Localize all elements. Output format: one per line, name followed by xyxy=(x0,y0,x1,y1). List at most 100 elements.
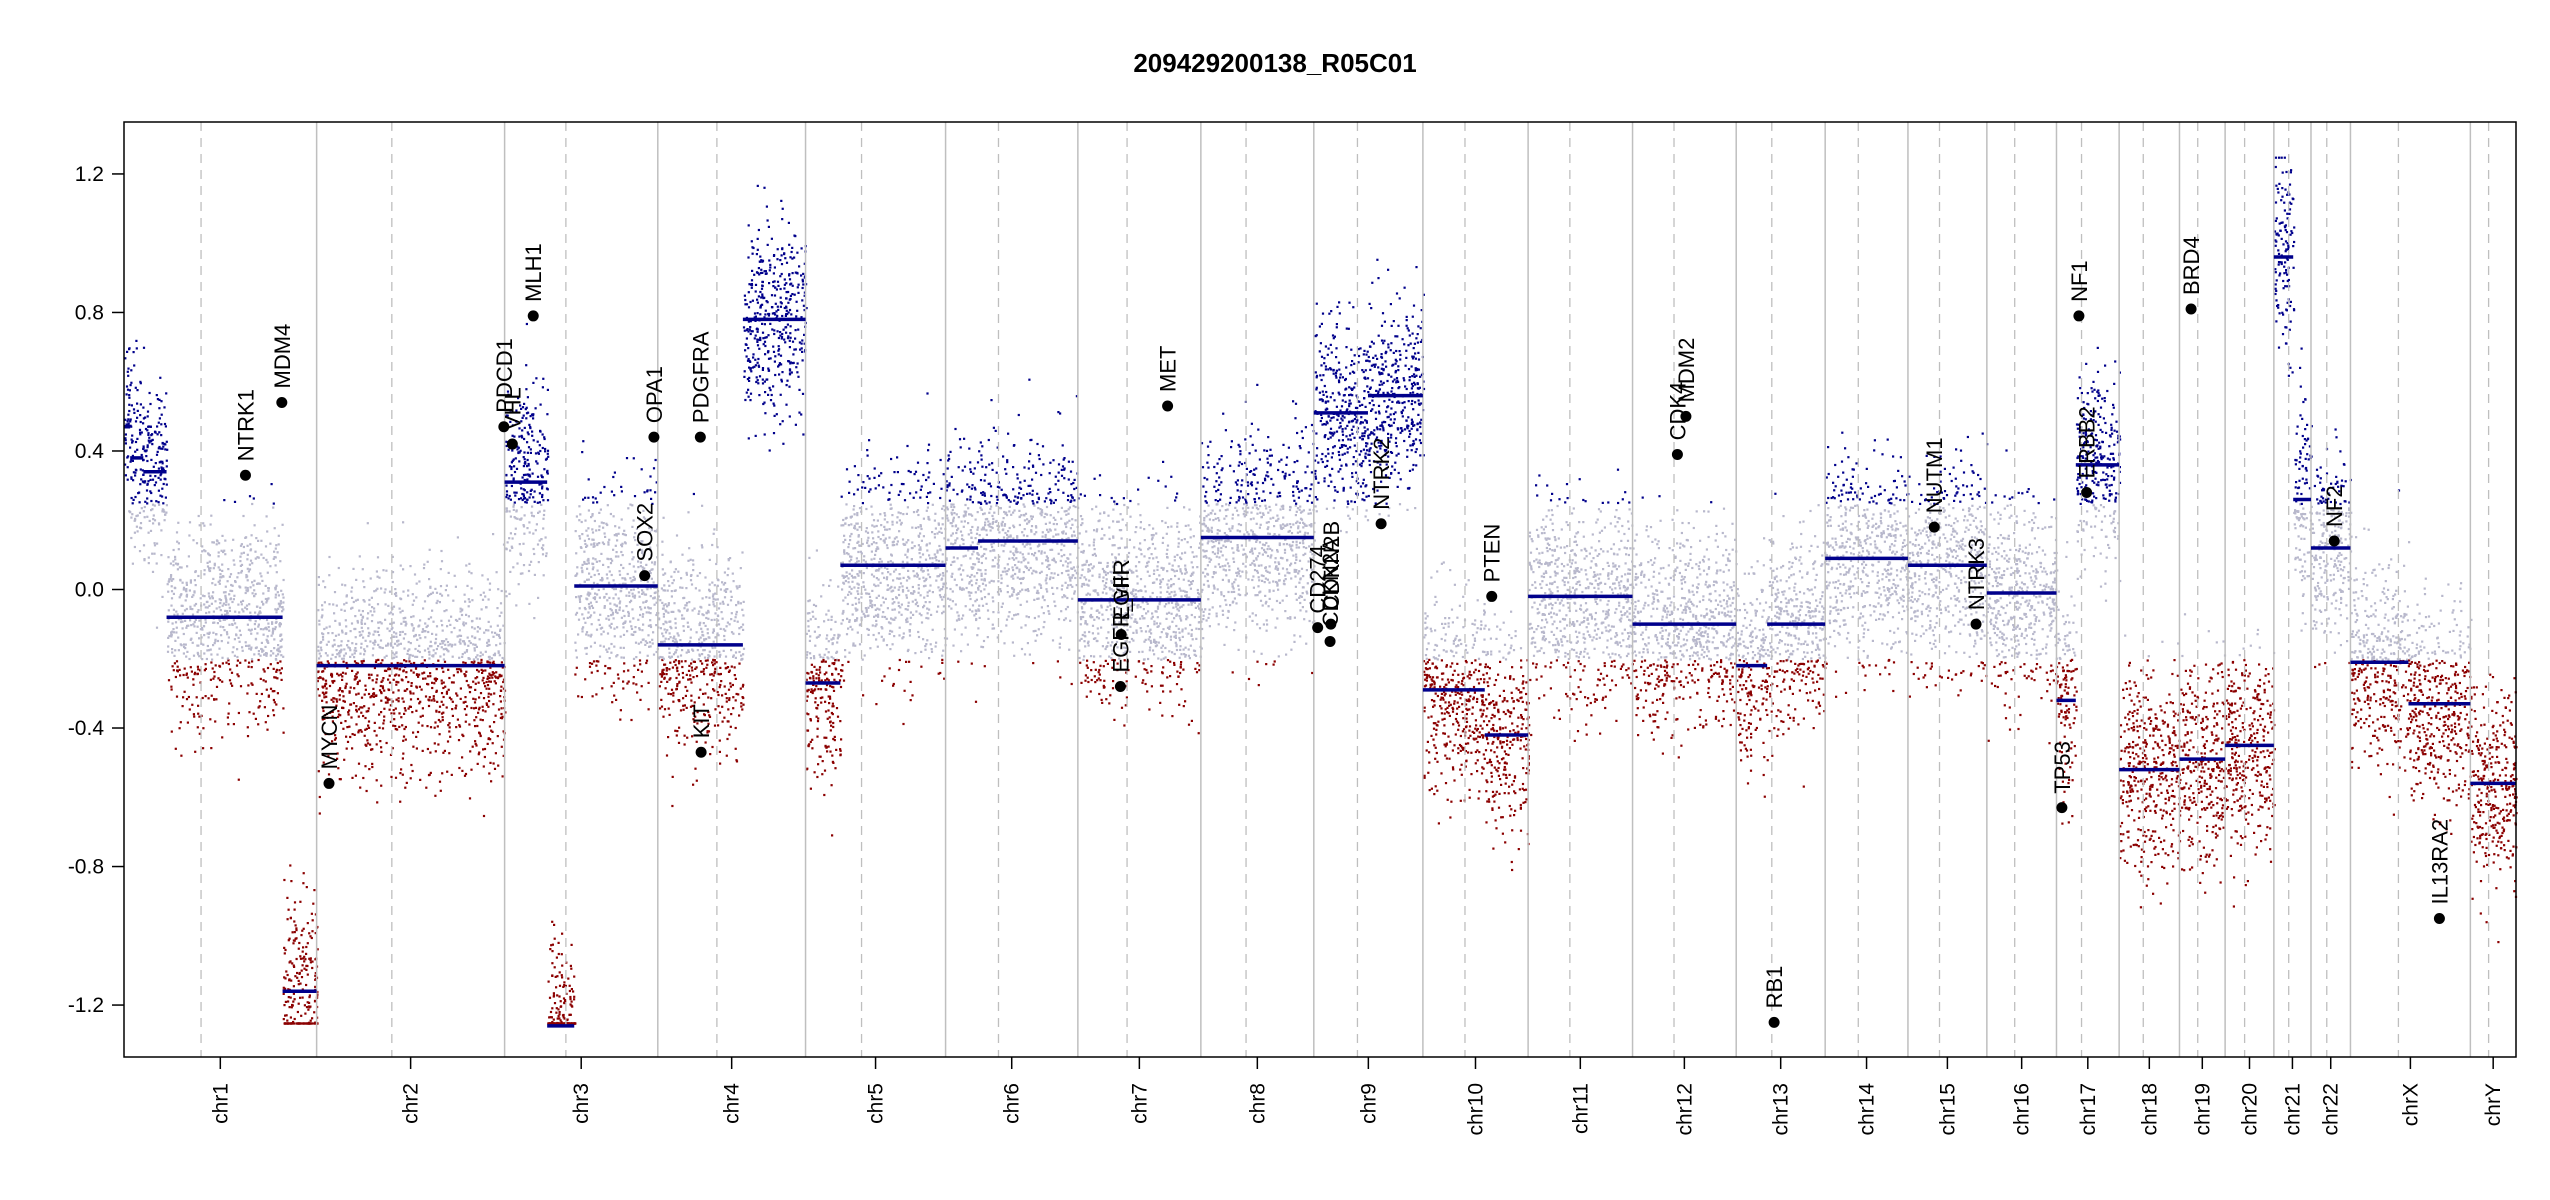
probe-point xyxy=(316,993,319,996)
probe-point xyxy=(686,621,689,624)
probe-point xyxy=(128,396,131,399)
probe-point xyxy=(133,519,136,522)
probe-point xyxy=(434,679,437,682)
probe-point xyxy=(178,596,181,599)
probe-point xyxy=(642,509,645,512)
probe-point xyxy=(734,656,737,659)
probe-point xyxy=(683,704,686,707)
probe-point xyxy=(614,587,617,591)
probe-point xyxy=(350,590,353,593)
probe-point xyxy=(764,313,767,316)
probe-point xyxy=(738,632,741,636)
probe-point xyxy=(665,621,668,624)
probe-point xyxy=(734,747,737,750)
probe-point xyxy=(649,572,652,575)
probe-point xyxy=(306,964,309,968)
probe-point xyxy=(622,626,625,629)
probe-point xyxy=(357,729,360,732)
probe-point xyxy=(141,480,144,483)
probe-point xyxy=(527,411,530,414)
probe-point xyxy=(170,685,173,688)
probe-point xyxy=(289,917,292,920)
probe-point xyxy=(203,652,206,655)
probe-point xyxy=(625,587,628,590)
probe-point xyxy=(393,674,397,677)
probe-point xyxy=(359,652,362,655)
probe-point xyxy=(805,656,808,659)
probe-point xyxy=(530,560,533,563)
probe-point xyxy=(399,772,402,775)
probe-point xyxy=(394,588,397,591)
probe-point xyxy=(525,388,528,391)
probe-point xyxy=(170,590,174,593)
probe-point xyxy=(835,748,838,751)
probe-point xyxy=(706,663,709,666)
probe-point xyxy=(587,478,590,481)
probe-point xyxy=(322,633,325,636)
probe-point xyxy=(508,592,511,595)
probe-point xyxy=(676,683,679,686)
probe-point xyxy=(281,523,284,526)
probe-point xyxy=(722,628,725,631)
probe-point xyxy=(531,434,534,437)
probe-point xyxy=(404,624,407,627)
probe-point xyxy=(373,666,376,670)
probe-point xyxy=(460,613,464,617)
probe-point xyxy=(257,625,260,628)
probe-point xyxy=(661,671,664,674)
probe-point xyxy=(811,738,814,741)
probe-point xyxy=(939,573,942,576)
probe-point xyxy=(278,605,281,608)
probe-point xyxy=(593,573,596,577)
probe-point xyxy=(685,604,688,607)
probe-point xyxy=(203,595,206,598)
probe-point xyxy=(647,681,650,684)
probe-point xyxy=(371,614,374,617)
probe-point xyxy=(440,700,443,703)
probe-point xyxy=(220,640,223,643)
probe-point xyxy=(170,574,173,577)
probe-point xyxy=(464,622,468,625)
probe-point xyxy=(575,666,578,669)
probe-point xyxy=(494,714,497,717)
probe-point xyxy=(267,714,270,718)
probe-point xyxy=(187,624,190,627)
probe-point xyxy=(351,776,354,779)
probe-point xyxy=(392,635,395,638)
probe-point xyxy=(842,582,846,585)
probe-point xyxy=(695,779,698,782)
probe-point xyxy=(419,619,422,622)
probe-point xyxy=(765,205,768,208)
probe-point xyxy=(237,603,240,606)
probe-point xyxy=(508,465,511,468)
probe-point xyxy=(277,602,280,605)
probe-point xyxy=(638,595,641,598)
probe-point xyxy=(745,391,748,394)
probe-point xyxy=(391,747,394,750)
probe-point xyxy=(142,445,145,448)
probe-point xyxy=(738,650,741,654)
probe-point xyxy=(630,599,633,602)
probe-point xyxy=(938,589,941,592)
probe-point xyxy=(159,478,162,481)
probe-point xyxy=(482,676,485,679)
probe-point xyxy=(862,612,865,615)
probe-point xyxy=(575,552,578,555)
probe-point xyxy=(254,592,257,596)
probe-point xyxy=(807,713,810,716)
probe-point xyxy=(142,346,146,349)
probe-point xyxy=(483,747,487,751)
probe-point xyxy=(883,566,887,569)
probe-point xyxy=(576,566,579,569)
probe-point xyxy=(737,602,740,605)
probe-point xyxy=(274,596,277,599)
probe-point xyxy=(263,670,266,673)
probe-point xyxy=(772,402,775,405)
probe-point xyxy=(128,403,131,406)
probe-point xyxy=(670,655,673,658)
probe-point xyxy=(408,654,411,657)
probe-point xyxy=(157,501,160,504)
probe-point xyxy=(155,394,158,397)
probe-point xyxy=(640,641,643,644)
probe-point xyxy=(388,668,391,671)
